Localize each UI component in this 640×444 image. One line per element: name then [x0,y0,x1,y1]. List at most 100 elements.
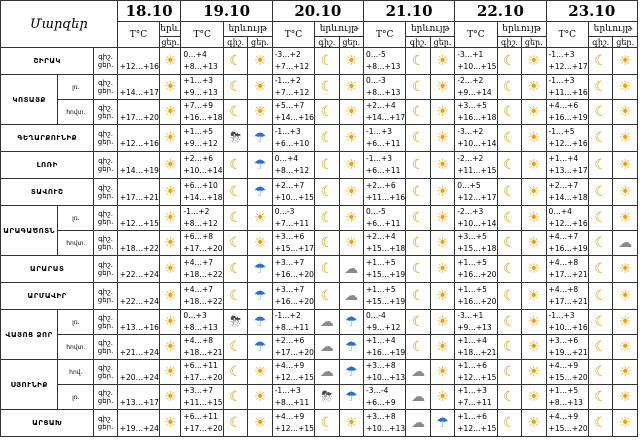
night-label: գիշ. [98,415,113,423]
weather-icon-cell: ☀ [159,359,182,385]
sun-icon: ☀ [436,104,449,120]
weather-icon-cell: ☀ [612,74,638,100]
temperature-range: +1…+3 +9…+13 [180,74,224,100]
day-label: ցեր. [97,218,114,226]
temperature-range: +2…+4 +15…+18 [362,230,407,256]
moon-icon: ☾ [594,364,607,380]
moon-icon: ☾ [594,389,607,405]
sun-icon: ☀ [436,288,449,304]
weather-icon-cell: ☀ [159,255,182,283]
temperature-range: +12…+16 [116,47,161,75]
moon-icon: ☾ [229,415,242,431]
weather-icon-cell: ☾ [222,409,249,437]
region-name: ԱՐԱՐԱՏ [0,255,95,283]
temperature-range: +2…+6 +10…+14 [180,151,224,179]
weather-icon-cell: ☾ [222,334,249,360]
night-label: գիշ. [98,184,113,192]
temperature-range: +1…+5 +8…+13 [545,384,589,410]
moon-icon: ☾ [594,210,607,226]
day-label: ցեր. [97,243,114,251]
temperature-range: 0…-5 +6…+11 [362,205,407,231]
period-label: գիշ. ցեր. [93,255,118,283]
moon-icon: ☾ [229,157,242,173]
weather-icon-cell: ☂ [247,282,273,310]
sun-icon: ☀ [253,235,267,251]
temperature-range: +1…+5 +16…+20 [454,282,498,310]
cloud-icon: ☁ [411,364,426,380]
period-label: գիշ. ցեր. [93,151,118,179]
weather-header: երևույթ [222,21,273,37]
weather-icon-cell: ☀ [247,99,273,125]
temperature-range: +1…+4 +13…+17 [545,151,589,179]
weather-icon-cell: ☾ [222,205,249,231]
moon-icon: ☾ [229,104,242,120]
weather-icon-cell: ⛈ [222,309,249,335]
weather-icon-cell: ☾ [405,178,431,206]
sun-icon: ☀ [164,339,177,355]
temperature-range: -1…+3 +12…+17 [545,47,589,75]
temperature-range: +14…+17 [116,74,161,100]
temp-header: T°C [271,21,316,48]
temperature-range: 0…+5 +12…+17 [454,178,498,206]
moon-icon: ☾ [229,184,242,200]
sun-icon: ☀ [253,210,267,226]
temperature-range: +4…+8 +17…+21 [545,282,589,310]
sun-icon: ☀ [527,389,541,405]
sun-icon: ☀ [527,130,541,146]
sun-icon: ☀ [436,339,449,355]
weather-icon-cell: ☀ [159,74,182,100]
sun-icon: ☀ [527,235,541,251]
moon-icon: ☾ [411,130,425,146]
sun-icon: ☀ [164,314,177,330]
weather-icon-cell: ⛈ [314,384,340,410]
temperature-range: -2…+3 +10…+14 [454,205,498,231]
weather-icon-cell: ☾ [405,230,431,256]
moon-icon: ☾ [594,104,607,120]
sun-icon: ☀ [618,79,632,95]
weather-icon-cell: ☀ [521,409,547,437]
weather-icon-cell: ☁ [405,359,431,385]
cloud-icon: ☁ [344,288,359,304]
weather-icon-cell: ☾ [405,282,431,310]
temperature-range: 0…-3 +8…+13 [362,74,407,100]
temperature-range: +1…+4 +16…+19 [362,334,407,360]
temperature-range: +3…+8 +10…+13 [362,359,407,385]
day-label: ցեր. [97,372,114,380]
temperature-range: +22…+24 [116,282,161,310]
moon-icon: ☾ [320,53,334,69]
weather-icon-cell: ☀ [159,309,182,335]
weather-icon-cell: ☀ [338,230,364,256]
moon-icon: ☾ [594,79,607,95]
cloud-icon: ☁ [319,314,334,330]
weather-icon-cell: ☾ [405,205,431,231]
weather-icon-cell: ☾ [587,47,614,75]
night-label: գիշ. [98,314,113,322]
moon-icon: ☾ [229,364,242,380]
period-label: գիշ. ցեր. [93,74,118,100]
period-label: գիշ. ցեր. [93,178,118,206]
moon-icon: ☾ [229,53,242,69]
weather-icon-cell: ☾ [222,99,249,125]
sun-icon: ☀ [527,288,541,304]
cloud-icon: ☁ [319,339,334,355]
day-label: ցեր. [97,347,114,355]
temperature-range: +2…+6 +17…+20 [271,334,316,360]
night-label: գիշ. [98,389,113,397]
rain-icon: ☂ [344,389,358,405]
sun-icon: ☀ [527,364,541,380]
weather-header: երևույթ [496,21,547,37]
weather-icon-cell: ☾ [314,151,340,179]
temperature-range: +4…+7 +18…+22 [180,255,224,283]
weather-icon-cell: ☾ [587,205,614,231]
weather-icon-cell: ☁ [314,359,340,385]
sun-icon: ☀ [164,53,177,69]
moon-icon: ☾ [594,288,607,304]
moon-icon: ☾ [229,389,242,405]
subregion-name: հով. [57,359,95,385]
weather-icon-cell: ☾ [496,334,523,360]
weather-icon-cell: ☀ [521,334,547,360]
sun-icon: ☀ [344,104,358,120]
weather-icon-cell: ☀ [612,124,638,152]
temperature-range: +2…+4 +14…+17 [362,99,407,125]
table-row: հովտ. գիշ. ցեր. +17…+20 ☀ +7…+9 +16…+18 ☾ ☀ +5…+7… [1,99,638,125]
